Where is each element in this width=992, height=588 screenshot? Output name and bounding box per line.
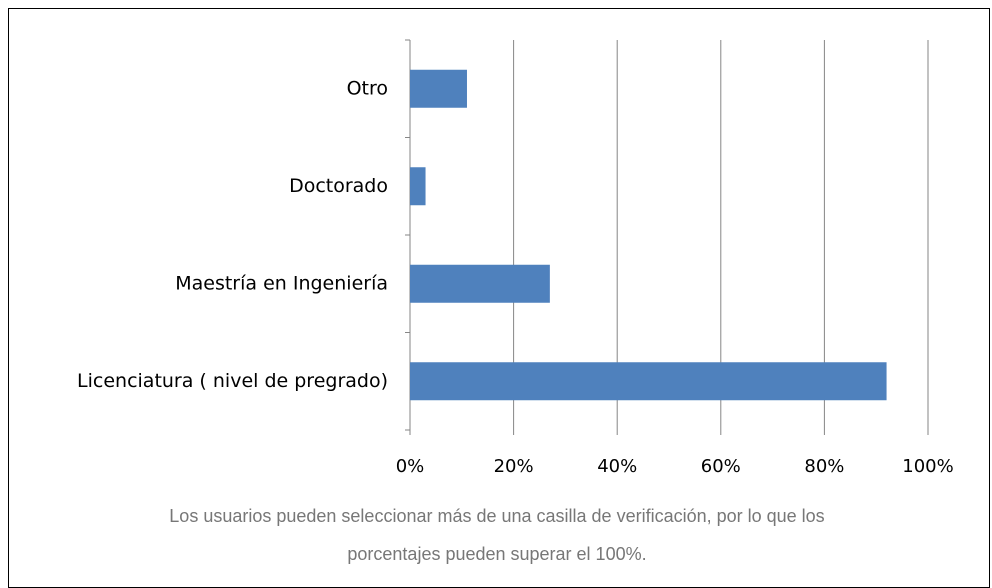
y-tick-label: Doctorado xyxy=(289,175,388,197)
chart-note: Los usuarios pueden seleccionar más de u… xyxy=(169,506,825,564)
x-tick-label: 60% xyxy=(701,456,741,477)
bar xyxy=(410,167,426,206)
x-tick-label: 100% xyxy=(902,456,953,477)
bar xyxy=(410,264,550,303)
bar xyxy=(410,362,887,401)
x-tick-label: 20% xyxy=(494,456,534,477)
bar xyxy=(410,69,467,108)
y-tick-label: Otro xyxy=(347,77,388,99)
x-tick-label: 80% xyxy=(804,456,844,477)
y-tick-label: Licenciatura ( nivel de pregrado) xyxy=(77,370,388,392)
x-tick-label: 0% xyxy=(396,456,425,477)
x-tick-label: 40% xyxy=(597,456,637,477)
y-tick-label: Maestría en Ingeniería xyxy=(175,272,388,294)
